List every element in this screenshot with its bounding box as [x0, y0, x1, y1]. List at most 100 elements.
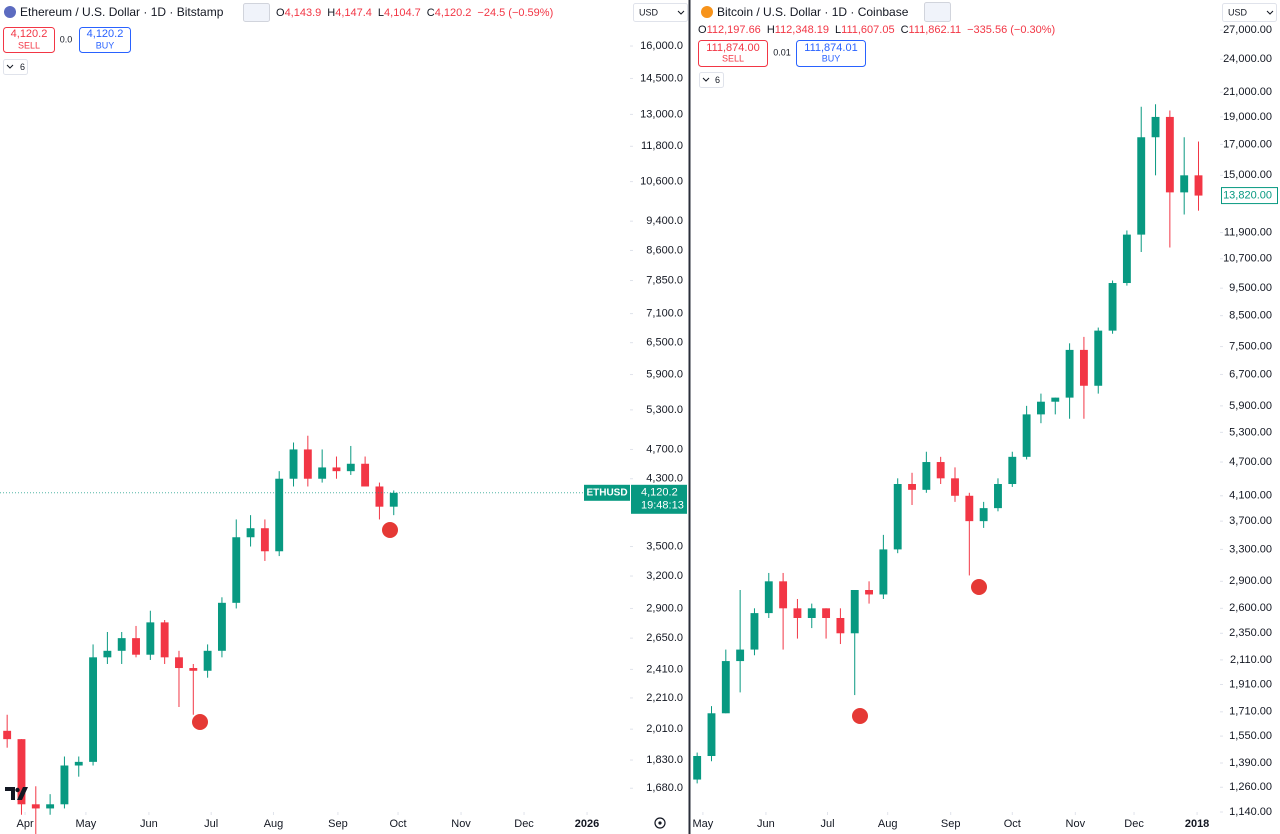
- legend-value: 112,197.66: [707, 24, 761, 36]
- y-tick-label: 2,010.0: [646, 723, 683, 735]
- candle-body: [750, 613, 759, 650]
- candle-body: [879, 549, 888, 595]
- settings-icon[interactable]: [654, 817, 666, 829]
- candle-body: [203, 650, 212, 671]
- eth-icon: [4, 6, 16, 18]
- sell-button[interactable]: [3, 27, 55, 53]
- candle-body: [117, 638, 126, 651]
- y-tick-label: 2,900.00: [1229, 575, 1272, 587]
- candle-body: [922, 462, 931, 490]
- legend-key: O: [698, 24, 707, 36]
- candle-body: [1079, 349, 1088, 386]
- legend-value: 111,607.05: [841, 24, 894, 36]
- btc-icon: [701, 6, 713, 18]
- candle-body: [303, 449, 312, 479]
- last-price-label: 4,120.2: [641, 487, 678, 499]
- symbol-title[interactable]: Bitcoin / U.S. Dollar · 1D · Coinbase: [717, 5, 909, 19]
- x-tick-label: 2018: [1185, 818, 1209, 830]
- candle-body: [836, 617, 845, 634]
- x-tick-label: Apr: [16, 818, 33, 830]
- compare-button[interactable]: [243, 3, 270, 22]
- candle-body: [375, 486, 384, 507]
- currency-select[interactable]: [633, 3, 688, 22]
- y-tick-label: 14,500.0: [640, 72, 683, 84]
- y-tick-label: 1,140.00: [1229, 806, 1272, 818]
- indicators-toggle[interactable]: [699, 72, 724, 88]
- x-tick-label: Jun: [757, 818, 775, 830]
- y-tick-label: 10,600.0: [640, 176, 683, 188]
- settings-icon-dot: [658, 821, 662, 825]
- candle-body: [17, 739, 26, 805]
- sell-button[interactable]: [698, 40, 768, 67]
- y-tick-label: 1,910.00: [1229, 678, 1272, 690]
- candle-body: [779, 581, 788, 609]
- y-tick-label: 27,000.00: [1223, 24, 1272, 36]
- y-tick-label: 1,680.0: [646, 782, 683, 794]
- candle-body: [807, 608, 816, 618]
- candle-body: [260, 528, 269, 552]
- x-tick-label: Nov: [1066, 818, 1086, 830]
- y-tick-label: 16,000.0: [640, 40, 683, 52]
- candle-body: [160, 622, 169, 658]
- tradingview-logo-dot: [15, 787, 20, 793]
- currency-select[interactable]: [1222, 3, 1277, 22]
- x-tick-label: Sep: [941, 818, 961, 830]
- candle-body: [721, 661, 730, 714]
- candle-body: [175, 657, 183, 669]
- x-tick-label: Dec: [1124, 818, 1144, 830]
- candle-body: [74, 761, 83, 766]
- candle-body: [1151, 116, 1160, 138]
- x-tick-label: 2026: [575, 818, 599, 830]
- y-tick-label: 2,350.00: [1229, 627, 1272, 639]
- indicators-toggle[interactable]: [3, 59, 28, 75]
- y-tick-label: 9,500.00: [1229, 282, 1272, 294]
- annotation-dot: [382, 522, 398, 538]
- currency: USD: [1228, 7, 1248, 17]
- legend-value: 4,104.7: [384, 7, 421, 19]
- buy-button[interactable]: [796, 40, 866, 67]
- y-tick-label: 2,650.0: [646, 632, 683, 644]
- last-price-box: [1221, 187, 1278, 205]
- y-tick-label: 3,700.00: [1229, 515, 1272, 527]
- y-tick-label: 3,300.00: [1229, 543, 1272, 555]
- legend-value: 4,120.2: [435, 7, 472, 19]
- sell-price: 4,120.2: [11, 28, 48, 40]
- candle-body: [1022, 414, 1031, 457]
- y-tick-label: 4,100.00: [1229, 490, 1272, 502]
- buy-label: BUY: [822, 53, 841, 63]
- candle-body: [389, 492, 398, 507]
- candle-body: [822, 608, 831, 618]
- plots: 16,000.0 14,500.0 13,000.0 11,800.0 10,600.0…: [0, 24, 1278, 834]
- x-tick-label: May: [693, 818, 714, 830]
- y-tick-label: 4,700.00: [1229, 456, 1272, 468]
- sell-label: SELL: [18, 40, 40, 50]
- x-tick-label: Oct: [1004, 818, 1021, 830]
- compare-button[interactable]: [924, 2, 951, 22]
- x-tick-label: Aug: [264, 818, 284, 830]
- candle-body: [46, 804, 55, 809]
- legend-key: C: [901, 24, 909, 36]
- buy-button[interactable]: [79, 27, 131, 53]
- tradingview-logo[interactable]: [5, 787, 28, 800]
- candle-body: [693, 756, 702, 780]
- sell-price: 111,874.00: [706, 42, 759, 54]
- y-tick-label: 2,410.0: [646, 663, 683, 675]
- legend-change: −335.56 (−0.30%): [967, 24, 1055, 36]
- candle-body: [332, 467, 341, 472]
- legend-key: L: [835, 24, 841, 36]
- candle-body: [1094, 330, 1103, 386]
- y-tick-label: 7,100.0: [646, 307, 683, 319]
- y-tick-label: 1,830.0: [646, 754, 683, 766]
- x-tick-label: Jul: [820, 818, 834, 830]
- candle-body: [103, 650, 112, 658]
- candle-body: [979, 508, 988, 522]
- y-tick-label: 5,300.0: [646, 404, 683, 416]
- y-tick-label: 17,000.00: [1223, 138, 1272, 150]
- symbol-title[interactable]: Ethereum / U.S. Dollar · 1D · Bitstamp: [20, 5, 224, 19]
- candle-body: [318, 467, 327, 479]
- chevron: [702, 77, 710, 82]
- legend-value: 111,862.11: [909, 24, 962, 36]
- candle-body: [3, 730, 12, 740]
